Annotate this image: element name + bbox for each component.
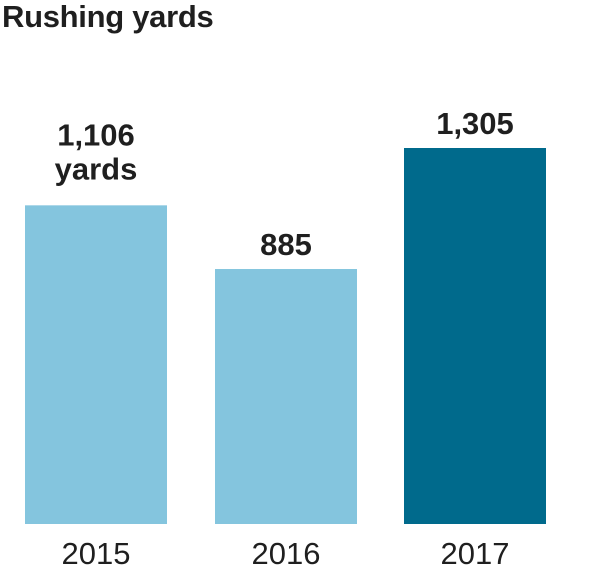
x-tick-label-2015: 2015 [62,536,131,571]
x-tick-label-2016: 2016 [252,536,321,571]
chart-title: Rushing yards [2,0,214,34]
value-label-2015: 1,106 [57,117,135,152]
bar-2016 [215,269,357,524]
bar-2015 [25,205,167,524]
value-label-2017: 1,305 [436,106,514,141]
unit-label: yards [55,151,138,186]
value-label-2016: 885 [260,227,312,262]
bar-2017 [404,148,546,524]
x-tick-label-2017: 2017 [441,536,510,571]
